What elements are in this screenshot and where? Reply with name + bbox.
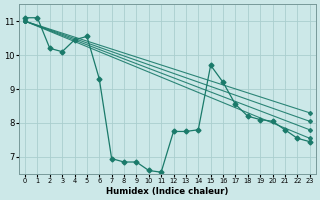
X-axis label: Humidex (Indice chaleur): Humidex (Indice chaleur) (106, 187, 228, 196)
